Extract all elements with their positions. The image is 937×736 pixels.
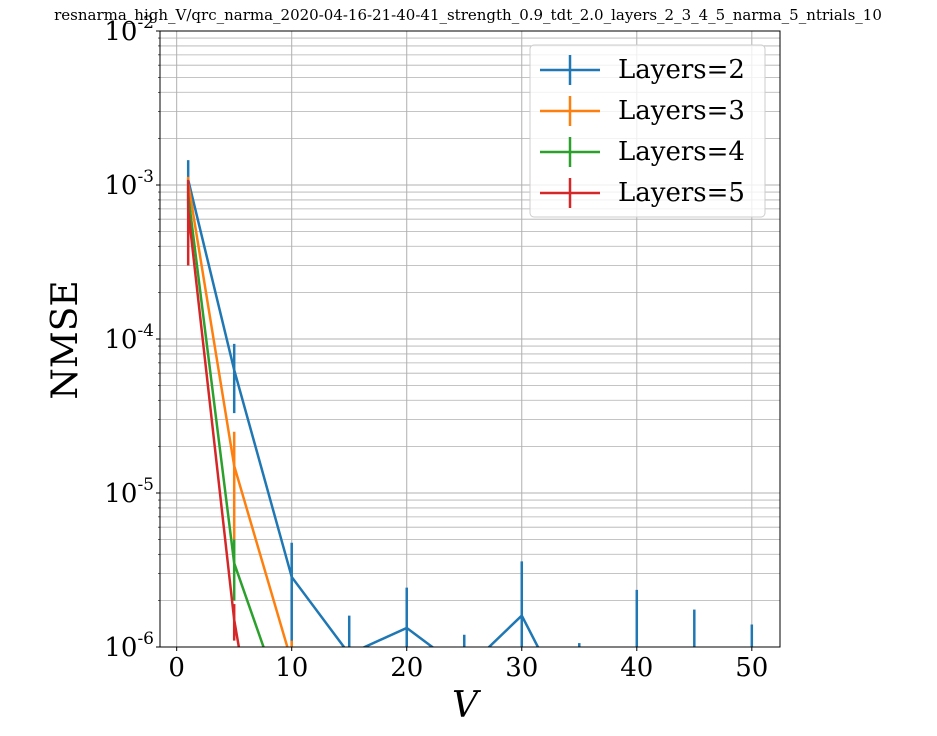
x-axis-label: V [452, 685, 482, 726]
legend-label: Layers=5 [618, 178, 745, 208]
legend: Layers=2 Layers=3 Layers=4 Layers=5 [529, 44, 766, 218]
x-tick-label: 40 [620, 653, 653, 683]
legend-label: Layers=2 [618, 55, 745, 85]
x-tick-label: 20 [390, 653, 423, 683]
plot-area [186, 160, 754, 647]
chart-title: resnarma_high_V/qrc_narma_2020-04-16-21-… [54, 6, 882, 24]
y-axis-label: NMSE [45, 280, 86, 399]
x-tick-label: 30 [505, 653, 538, 683]
legend-label: Layers=3 [618, 96, 745, 126]
ticks: 10-610-510-410-310-20 10 20 30 40 50 [104, 13, 768, 684]
y-tick-label: 10-5 [104, 475, 154, 510]
series-line [186, 179, 540, 647]
legend-box [529, 44, 766, 218]
x-tick-label: 50 [735, 653, 768, 683]
x-tick-label: 10 [275, 653, 308, 683]
legend-label: Layers=4 [618, 137, 745, 167]
x-tick-label: 0 [168, 653, 185, 683]
